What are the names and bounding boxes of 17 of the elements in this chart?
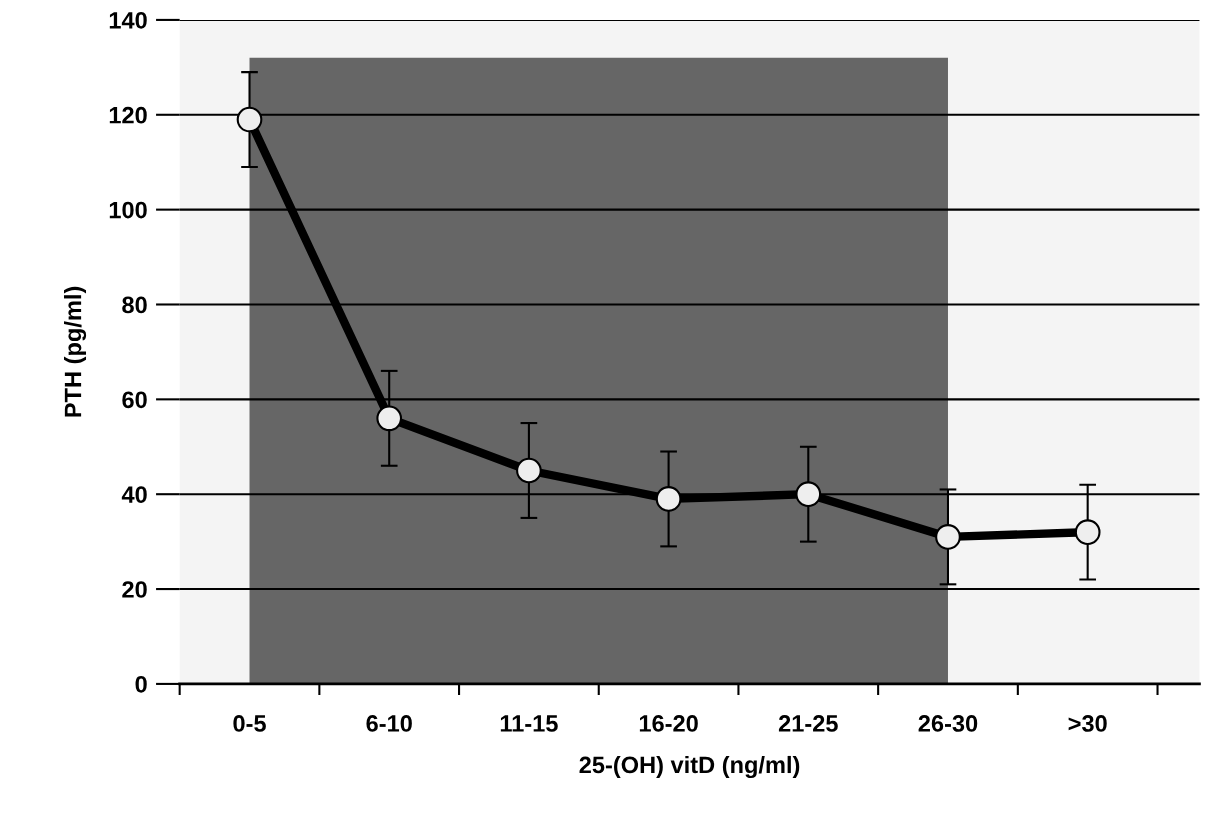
y-tick-label: 20 xyxy=(122,581,147,598)
x-tick-label: 0-5 xyxy=(233,715,266,732)
x-tick-label: 26-30 xyxy=(918,715,978,732)
y-tick-label: 140 xyxy=(109,11,147,29)
x-tick-label: 6-10 xyxy=(366,715,412,732)
y-tick-label: 100 xyxy=(109,201,147,219)
x-tick-label: 21-25 xyxy=(778,715,838,732)
y-tick-label: 80 xyxy=(122,296,147,314)
x-tick-label: 11-15 xyxy=(500,715,558,732)
y-tick-label: 0 xyxy=(135,675,147,693)
x-axis-title: 25-(OH) vitD (ng/ml) xyxy=(579,755,800,779)
x-tick-label: 16-20 xyxy=(639,715,698,732)
y-tick-label: 120 xyxy=(109,106,147,124)
y-axis-title: PTH (pg/ml) xyxy=(64,286,87,417)
x-tick-label: >30 xyxy=(1068,715,1107,732)
y-tick-label: 60 xyxy=(122,391,147,409)
y-tick-label: 40 xyxy=(121,486,147,503)
